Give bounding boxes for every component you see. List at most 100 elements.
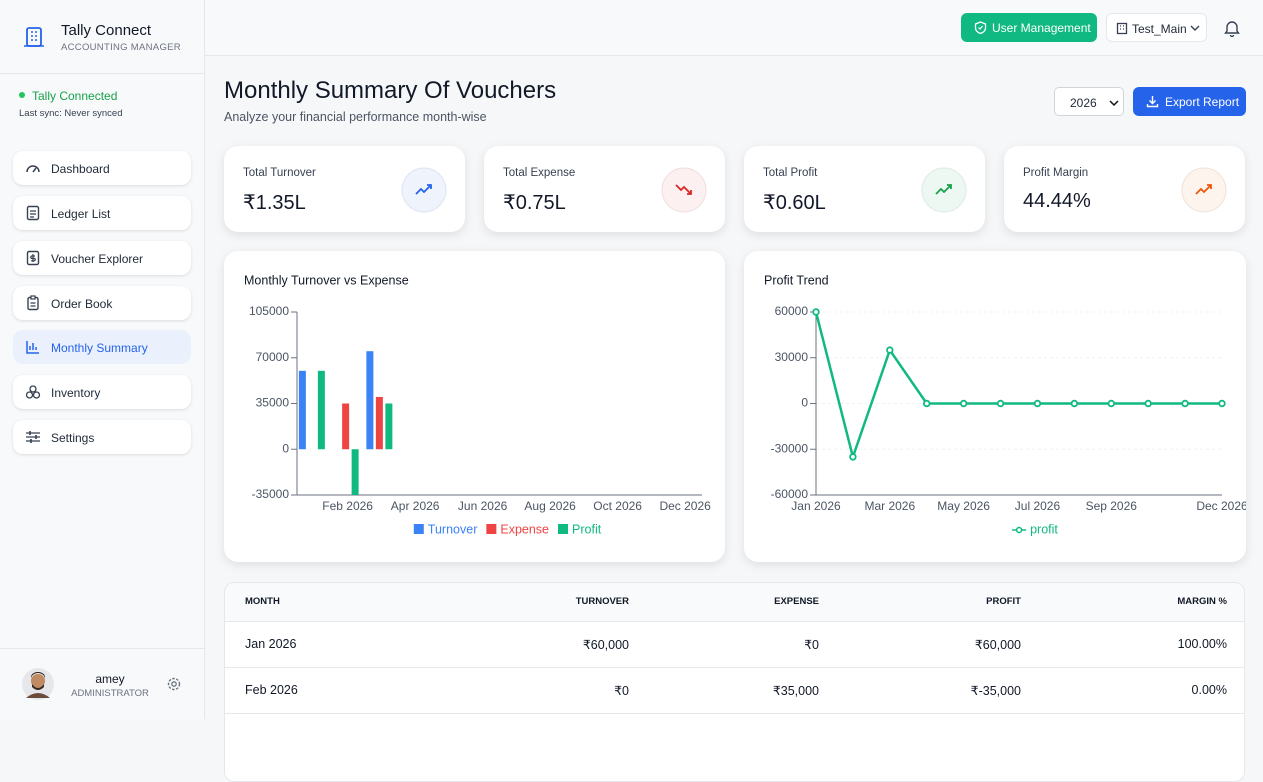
- nav-item[interactable]: Settings: [13, 420, 191, 454]
- status-dot: [19, 92, 25, 98]
- user-management-button[interactable]: User Management: [961, 13, 1097, 42]
- x-tick-label: Feb 2026: [322, 499, 373, 513]
- y-tick-label: -30000: [771, 441, 809, 455]
- legend: profit: [1012, 522, 1058, 536]
- connection-status: Tally Connected: [32, 89, 118, 103]
- legend-marker: [1015, 526, 1023, 534]
- point: [1181, 399, 1189, 408]
- company-selector[interactable]: Test_Main: [1106, 13, 1207, 42]
- summary-table: MONTH TURNOVER EXPENSE PROFIT MARGIN % Jan 20…: [224, 582, 1245, 782]
- divider: [0, 73, 204, 74]
- line-chart: Profit Trend -60000 -30000 0 30000 60000 Jan 2…: [764, 273, 1246, 536]
- nav-label: Ledger List: [51, 207, 111, 221]
- point: [812, 308, 820, 316]
- point: [849, 453, 857, 461]
- legend-swatch: [413, 524, 424, 534]
- chart-title: Monthly Turnover vs Expense: [244, 273, 409, 287]
- point: [996, 399, 1005, 408]
- nav-item-active[interactable]: Monthly Summary: [13, 330, 191, 364]
- settings-icon[interactable]: [166, 676, 182, 692]
- x-tick-label: May 2026: [937, 499, 990, 513]
- shield-icon: [974, 21, 987, 34]
- point: [886, 346, 894, 354]
- last-sync: Last sync: Never synced: [19, 108, 123, 119]
- legend: Turnover Expense Profit: [413, 522, 602, 536]
- point: [1144, 399, 1152, 408]
- chevron: [1109, 100, 1119, 107]
- point: [923, 399, 931, 408]
- legend-label: profit: [1030, 522, 1058, 536]
- y-tick-label: -60000: [771, 487, 809, 501]
- brand-icon: [24, 27, 44, 47]
- legend-label: Profit: [572, 522, 602, 536]
- nav-icon: [26, 341, 39, 354]
- point: [1033, 399, 1042, 408]
- table-cell: ₹0: [630, 621, 820, 668]
- y-tick-label: 0: [282, 441, 289, 455]
- table-cell: ₹-35,000: [820, 667, 1022, 714]
- nav-label: Inventory: [51, 386, 101, 400]
- nav-item[interactable]: Dashboard: [13, 151, 191, 185]
- nav-item[interactable]: Order Book: [13, 286, 191, 320]
- kpi-icon: [921, 167, 967, 213]
- legend-label: Turnover: [428, 522, 478, 536]
- kpi-value: ₹0.75L: [503, 192, 566, 214]
- year-select[interactable]: 2026: [1054, 87, 1124, 116]
- kpi-icon: [1181, 167, 1227, 213]
- chevron: [1190, 25, 1200, 31]
- nav-item[interactable]: Voucher Explorer: [13, 241, 191, 275]
- point: [959, 399, 968, 408]
- x-tick-label: Sep 2026: [1086, 499, 1138, 513]
- page-subtitle: Analyze your financial performance month…: [224, 110, 487, 124]
- kpi-label: Total Turnover: [243, 167, 316, 179]
- x-tick-label: Apr 2026: [391, 499, 440, 513]
- bar: [385, 403, 393, 450]
- x-tick-label: Jul 2026: [1015, 499, 1061, 513]
- download-icon: [1146, 96, 1159, 108]
- series-line: [814, 311, 1222, 462]
- kpi-icon: [401, 167, 447, 213]
- nav-label: Monthly Summary: [51, 341, 148, 355]
- nav-label: Order Book: [51, 297, 113, 311]
- kpi-icon: [661, 167, 707, 213]
- notification-bell[interactable]: [1224, 19, 1240, 37]
- nav-label: Voucher Explorer: [51, 252, 144, 266]
- y-tick-label: 60000: [775, 304, 809, 318]
- year-value: 2026: [1070, 96, 1097, 110]
- column-header: PROFIT: [820, 583, 1022, 622]
- x-tick-label: Jun 2026: [458, 499, 508, 513]
- chart-title: Profit Trend: [764, 273, 829, 287]
- button-label: User Management: [992, 21, 1091, 35]
- y-tick-label: 35000: [256, 396, 290, 410]
- bar: [351, 449, 359, 495]
- table-cell: 0.00%: [1022, 667, 1244, 714]
- table-row: Feb 2026 ₹0 ₹35,000 ₹-35,000 0.00%: [225, 667, 1244, 714]
- kpi-value: ₹1.35L: [243, 192, 306, 214]
- legend-label: Expense: [500, 522, 549, 536]
- export-button[interactable]: Export Report: [1133, 87, 1246, 116]
- table-cell: Feb 2026: [225, 667, 450, 714]
- kpi-label: Total Expense: [503, 167, 576, 179]
- kpi-label: Profit Margin: [1023, 167, 1089, 179]
- legend-swatch: [558, 524, 569, 534]
- kpi-value: ₹0.60L: [763, 192, 826, 214]
- table-cell: ₹60,000: [820, 621, 1022, 668]
- y-tick-label: 105000: [249, 304, 289, 318]
- nav-icon: [26, 250, 40, 266]
- company-icon: [1116, 22, 1128, 35]
- point: [1070, 399, 1079, 408]
- x-tick-label: Mar 2026: [864, 499, 915, 513]
- brand-title: Tally Connect: [61, 22, 152, 39]
- point: [1107, 399, 1115, 408]
- button-label: Export Report: [1165, 95, 1240, 109]
- nav-icon: [26, 431, 40, 443]
- x-tick-label: Dec 2026: [659, 499, 711, 513]
- topbar: [205, 0, 1263, 56]
- nav-item[interactable]: Inventory: [13, 375, 191, 409]
- x-tick-label: Dec 2026: [1196, 499, 1246, 513]
- nav-item[interactable]: Ledger List: [13, 196, 191, 230]
- point: [1218, 399, 1226, 408]
- x-tick-label: Oct 2026: [593, 499, 642, 513]
- kpi-card: Profit Margin 44.44%: [1004, 146, 1245, 232]
